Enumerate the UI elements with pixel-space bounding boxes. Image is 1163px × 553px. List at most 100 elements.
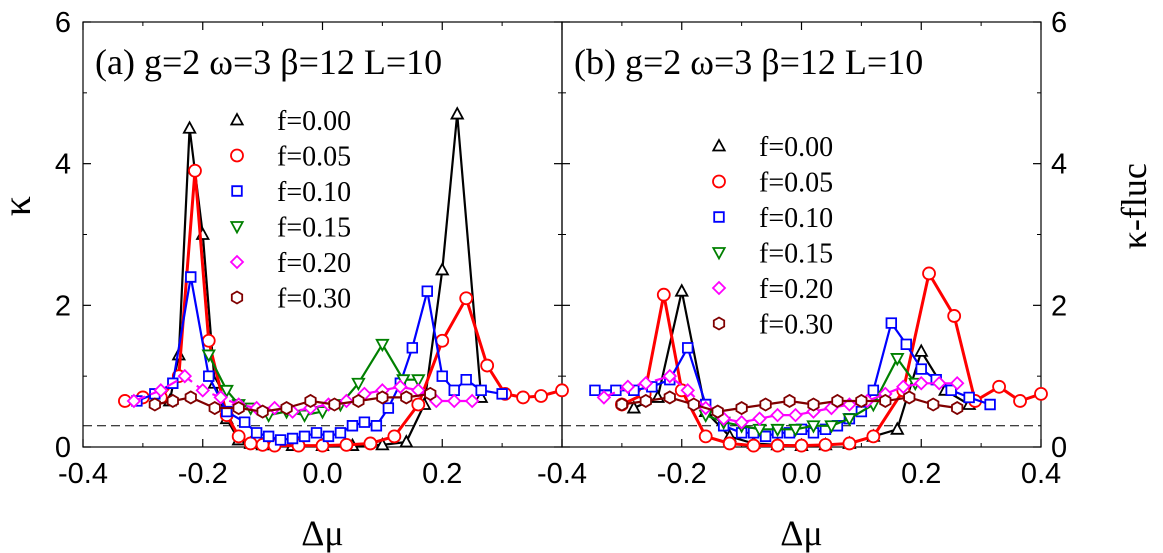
panel-b-data-point [896, 379, 911, 395]
panel-b-data-point [656, 287, 671, 302]
panel-b-data-point [831, 393, 844, 408]
panel-b-data-point [615, 397, 628, 412]
panel-b-data-point [890, 353, 905, 367]
panel-a-data-point [177, 368, 193, 384]
panel-a-data-point [166, 393, 179, 408]
panel-a-legend-label: f=0.00 [277, 106, 351, 137]
panel-b-data-point [903, 390, 916, 405]
panel-a-data-point [446, 393, 462, 409]
panel-b-data-point [711, 404, 724, 419]
panel-a-data-point [376, 390, 389, 405]
panel-a-legend-marker [230, 148, 244, 163]
panel-a-data-point [298, 430, 311, 443]
panel-a-data-point [201, 333, 216, 348]
panel-b-legend-label: f=0.30 [759, 310, 833, 341]
panel-a-data-point [274, 434, 287, 446]
panel-b-xlabel: Δμ [780, 513, 822, 553]
panel-b-ytick-label: 2 [1051, 290, 1067, 322]
panel-a-data-point [334, 427, 347, 439]
chart-series-layer [118, 106, 1048, 453]
panel-a-title: (a) g=2 ω=3 β=12 L=10 [95, 42, 442, 82]
panel-a-data-point [310, 427, 323, 439]
panel-a-data-point [400, 390, 413, 405]
panel-a-legend-marker [229, 112, 245, 126]
panel-a-data-point [201, 349, 216, 363]
panel-a-data-point [358, 416, 371, 428]
panel-b-data-point [807, 397, 820, 412]
panel-a-data-point [339, 437, 354, 452]
panel-a-data-point [375, 338, 390, 353]
panel-a-data-point [387, 429, 402, 444]
panel-b-data-point [913, 375, 929, 391]
panel-b-data-point [931, 375, 947, 391]
panel-a-data-point [393, 379, 408, 395]
panel-b-legend-marker [712, 316, 726, 331]
panel-b-data-point [620, 379, 636, 395]
panel-b-data-point [867, 384, 880, 397]
panel-a-data-point [182, 120, 197, 134]
panel-b-xtick-label: -0.2 [657, 458, 707, 490]
panel-a-data-point [375, 436, 390, 451]
panel-a-data-point [480, 358, 495, 373]
panel-a-data-point [256, 404, 269, 419]
panel-a-data-point [399, 434, 414, 448]
panel-b-data-point [890, 421, 905, 435]
panel-b-ytick-label: 4 [1051, 149, 1067, 181]
panel-b-data-point [734, 414, 749, 430]
panel-a-data-point [421, 285, 433, 297]
panel-a-data-point [496, 388, 508, 400]
panel-b-data-point [855, 393, 868, 408]
panel-b-data-point [984, 398, 996, 411]
panel-a-data-point [221, 405, 233, 418]
panel-b-data-point [788, 423, 803, 438]
panel-a-legend-label: f=0.20 [277, 248, 351, 279]
panel-a-data-point [203, 370, 215, 382]
panel-a-data-point [208, 401, 221, 416]
panel-b-legend-marker [713, 211, 725, 223]
panel-a-data-point [464, 393, 480, 409]
panel-a-data-point [148, 397, 161, 412]
panel-b-xtick-label: 0.4 [1021, 458, 1061, 490]
panel-a-data-point [346, 420, 359, 432]
panel-b-data-point [663, 390, 676, 405]
panel-a-ytick-label: 4 [55, 149, 71, 181]
panel-b-data-point [900, 338, 912, 350]
panel-b-data-point [842, 413, 857, 427]
panel-b-data-point [963, 391, 975, 404]
panel-b-xtick-label: 0.2 [901, 458, 941, 490]
panel-a-data-point [424, 386, 437, 401]
panel-b-data-point [842, 436, 857, 451]
panel-a-data-point [475, 384, 487, 397]
panel-b-data-point [914, 343, 929, 357]
panel-a-data-point [250, 427, 263, 439]
panel-b-xtick-label: -0.4 [537, 458, 587, 490]
panel-b-data-point [746, 438, 761, 453]
panel-a-xlabel: Δμ [301, 513, 343, 553]
panel-b-data-point [794, 438, 809, 453]
panel-b-data-point [770, 438, 785, 453]
panel-a-series-f=0.30 [148, 386, 437, 419]
panel-b-data-point [947, 309, 962, 323]
panel-b-data-point [818, 437, 833, 452]
panel-a-data-point [267, 400, 282, 416]
panel-a-data-point [238, 416, 251, 428]
panel-a-data-point [153, 383, 169, 398]
panel-a-data-point [435, 262, 450, 276]
panel-a-data-point [555, 383, 569, 398]
panel-a-data-point [280, 401, 293, 416]
panel-a-legend-label: f=0.05 [277, 142, 351, 173]
panel-b-data-point [806, 420, 821, 434]
panel-a-data-point [460, 374, 472, 386]
panel-a-data-point [185, 271, 197, 283]
panel-b-data-point [992, 379, 1006, 394]
panel-a-data-point [195, 383, 211, 398]
panel-a-data-point [459, 291, 474, 306]
panel-a-data-point [406, 342, 419, 354]
panel-a-ytick-label: 0 [55, 432, 71, 464]
panel-b-legend-label: f=0.20 [759, 274, 833, 305]
panel-a-legend-label: f=0.30 [277, 284, 351, 315]
panel-a-data-point [322, 430, 335, 443]
panel-b-data-point [866, 429, 881, 444]
panel-a-ytick-label: 2 [55, 290, 71, 322]
panel-b-frame [561, 21, 1042, 448]
